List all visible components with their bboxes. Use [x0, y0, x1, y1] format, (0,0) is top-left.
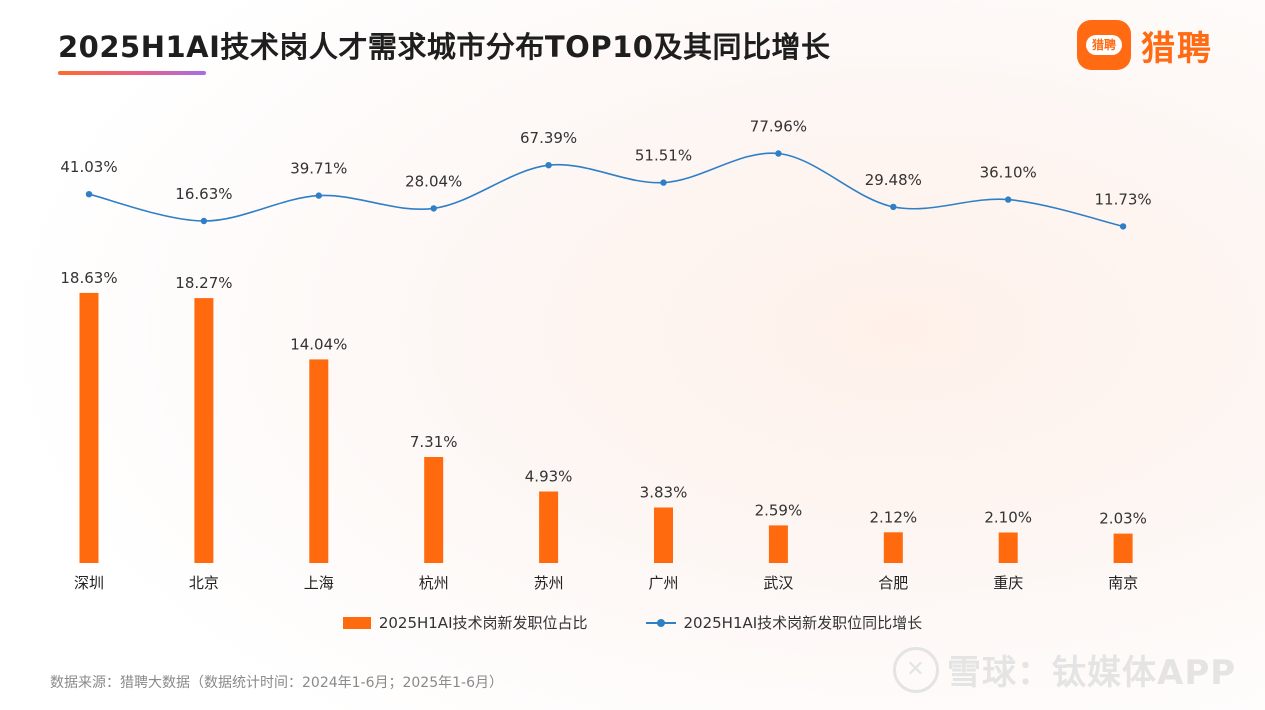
x-tick-label-8: 合肥: [878, 574, 908, 592]
legend-bar-label: 2025H1AI技术岗新发职位占比: [378, 614, 588, 632]
bar-label-1: 18.63%: [60, 269, 117, 287]
x-tick-label-3: 上海: [304, 574, 334, 592]
line-label-9: 36.10%: [980, 164, 1037, 182]
page-title: 2025H1AI技术岗人才需求城市分布TOP10及其同比增长: [58, 30, 831, 64]
bar-5: [539, 491, 559, 563]
bar-label-5: 4.93%: [525, 468, 573, 486]
line-label-1: 41.03%: [60, 158, 117, 176]
title-underline: [58, 71, 206, 75]
line-point-3: [315, 192, 322, 199]
line-point-4: [430, 205, 437, 212]
x-tick-label-2: 北京: [189, 574, 219, 592]
liepin-logo: 猎聘 猎聘: [1077, 20, 1213, 70]
x-tick-label-6: 广州: [648, 574, 678, 592]
bar-2: [194, 298, 214, 563]
watermark: ✕ 雪球：钛媒体APP: [893, 645, 1236, 694]
line-point-5: [545, 162, 552, 169]
x-tick-label-5: 苏州: [534, 574, 564, 592]
line-label-2: 16.63%: [175, 185, 232, 203]
bar-label-4: 7.31%: [410, 433, 458, 451]
line-label-8: 29.48%: [865, 171, 922, 189]
bar-label-6: 3.83%: [640, 484, 688, 502]
line-point-2: [200, 217, 208, 225]
snowball-icon: ✕: [893, 646, 939, 693]
line-label-3: 39.71%: [290, 160, 347, 178]
watermark-text: 雪球：钛媒体APP: [947, 653, 1237, 693]
legend-item-line: 2025H1AI技术岗新发职位同比增长: [645, 612, 923, 633]
bar-10: [1113, 533, 1133, 563]
bar-1: [79, 292, 99, 563]
legend-item-bar: 2025H1AI技术岗新发职位占比: [342, 612, 588, 633]
line-label-7: 77.96%: [750, 118, 807, 136]
x-tick-label-4: 杭州: [419, 574, 449, 592]
logo-mark-text: 猎聘: [1085, 35, 1122, 55]
bar-label-8: 2.12%: [869, 508, 917, 526]
legend-bar-swatch: [342, 616, 371, 629]
line-point-7: [775, 150, 782, 157]
bar-label-7: 2.59%: [755, 501, 803, 519]
chart-legend: 2025H1AI技术岗新发职位占比 2025H1AI技术岗新发职位同比增长: [0, 612, 1265, 633]
bar-label-2: 18.27%: [175, 274, 232, 292]
bar-9: [998, 532, 1018, 563]
line-label-10: 11.73%: [1094, 190, 1151, 208]
line-point-6: [660, 179, 667, 186]
x-tick-label-1: 深圳: [74, 574, 104, 592]
bar-label-10: 2.03%: [1099, 510, 1147, 528]
x-tick-label-9: 重庆: [993, 574, 1023, 592]
line-label-6: 51.51%: [635, 147, 692, 165]
line-point-10: [1119, 223, 1127, 230]
bar-label-9: 2.10%: [984, 509, 1032, 527]
legend-line-label: 2025H1AI技术岗新发职位同比增长: [683, 614, 923, 632]
bar-4: [424, 457, 444, 563]
bar-label-3: 14.04%: [290, 335, 347, 353]
bar-6: [654, 507, 673, 563]
bar-3: [309, 359, 329, 563]
line-point-1: [85, 191, 93, 198]
legend-line-swatch: [645, 617, 676, 629]
line-point-8: [890, 203, 897, 211]
growth-line: [88, 152, 1124, 228]
liepin-logo-icon: 猎聘: [1077, 20, 1131, 70]
line-label-4: 28.04%: [405, 172, 462, 190]
bar-7: [768, 525, 788, 563]
logo-text: 猎聘: [1141, 28, 1213, 69]
line-point-9: [1005, 196, 1012, 203]
x-tick-label-10: 南京: [1108, 574, 1138, 592]
line-label-5: 67.39%: [520, 129, 577, 147]
chart: 18.63% 深圳 18.27% 北京 14.04% 上海 7.31% 杭州 4.93% 苏州 3.…: [60, 118, 1151, 593]
data-source-note: 数据来源：猎聘大数据（数据统计时间：2024年1-6月；2025年1-6月）: [50, 675, 503, 691]
x-tick-label-7: 武汉: [763, 574, 793, 592]
bar-8: [883, 532, 903, 563]
